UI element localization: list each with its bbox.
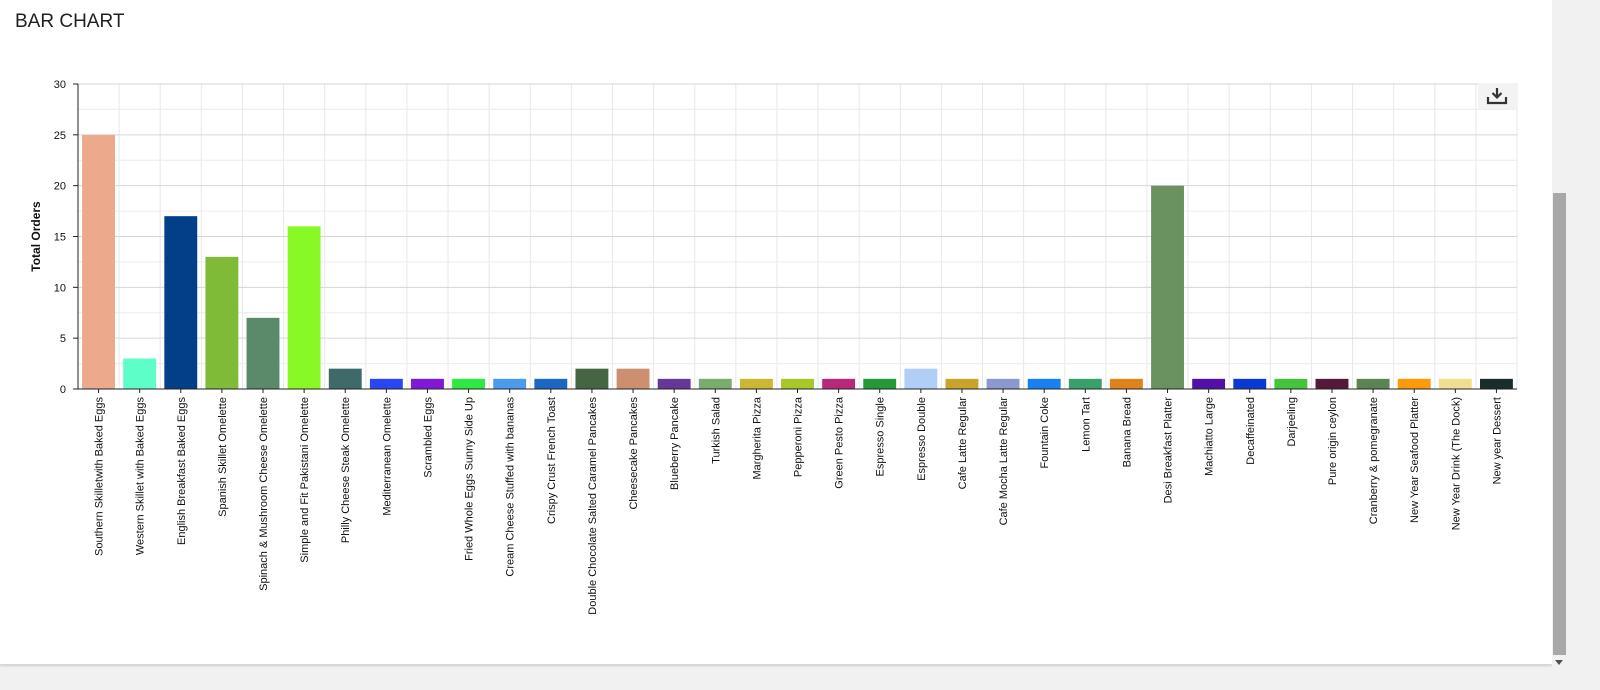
x-tick-label: Fried Whole Eggs Sunny Side Up (464, 397, 476, 561)
x-tick-label: Turkish Salad (710, 397, 722, 464)
bar (1151, 185, 1184, 389)
x-tick-label: Banana Bread (1121, 397, 1133, 467)
y-tick-label: 30 (54, 79, 66, 91)
y-tick-label: 5 (60, 333, 66, 345)
bar (246, 317, 280, 389)
bar (863, 378, 897, 389)
x-tick-label: Desi Breakfast Platter (1163, 397, 1175, 504)
x-tick-label: English Breakfast Baked Eggs (176, 397, 188, 545)
x-tick-label: Pure origin ceylon (1327, 397, 1339, 485)
x-tick-label: Decaffeinated (1245, 397, 1257, 465)
x-tick-label: Western Skillet with Baked Eggs (135, 397, 147, 556)
x-tick-label: Simple and Fit Pakistani Omelette (299, 397, 311, 563)
bar (369, 378, 403, 389)
bar (698, 378, 732, 389)
x-tick-label: Cheesecake Pancakes (628, 397, 640, 510)
x-tick-label: Cafe Mocha Latte Regular (998, 397, 1010, 526)
x-tick-label: Margherita Pizza (751, 396, 763, 479)
bar (287, 226, 321, 389)
y-tick-label: 15 (54, 232, 66, 244)
bar (616, 368, 650, 389)
y-axis-title: Total Orders (29, 201, 43, 272)
x-tick-label: Spanish Skillet Omelette (217, 397, 229, 517)
bar (328, 368, 362, 389)
bar-chart: 0 5 10 15 20 25 30 Southern Skilletwith Baked E… (29, 79, 1518, 615)
bar (1479, 378, 1513, 389)
x-tick-label: New year Dessert (1491, 397, 1503, 484)
x-tick-label: Machiatto Large (1204, 397, 1216, 476)
x-tick-label: Blueberry Pancake (669, 397, 681, 490)
bar (986, 378, 1020, 389)
x-tick-label: Espresso Single (875, 397, 887, 477)
bar (1109, 378, 1143, 389)
x-tick-label: Green Pesto Pizza (834, 396, 846, 489)
x-tick-label: Cranberry & pomegranate (1368, 397, 1380, 524)
x-tick-label: Pepperoni Pizza (793, 396, 805, 477)
bar (1068, 378, 1102, 389)
bar (493, 378, 527, 389)
y-tick-label: 0 (60, 384, 66, 396)
bar (1315, 378, 1349, 389)
bar (82, 134, 116, 389)
y-tick-label: 25 (54, 130, 66, 142)
bar (575, 368, 609, 389)
x-tick-label: Philly Cheese Steak Omelette (340, 397, 352, 543)
x-tick-label: Darjeeling (1286, 397, 1298, 447)
x-tick-label: Spinach & Mushroom Cheese Omelette (258, 397, 270, 591)
x-tick-label: Lemon Tart (1080, 397, 1092, 452)
x-tick-label: Southern Skilletwith Baked Eggs (94, 397, 106, 556)
bar (781, 378, 814, 389)
bar (1356, 378, 1390, 389)
bar (1274, 378, 1308, 389)
x-tick-label: Crispy Crust French Toast (546, 397, 558, 524)
x-tick-label: Cafe Latte Regular (957, 397, 969, 490)
bar (411, 378, 444, 389)
bar (739, 378, 773, 389)
bar (1397, 378, 1431, 389)
x-tick-label: New Year Drink (The Dock) (1450, 397, 1462, 530)
bar (657, 378, 691, 389)
card-title: BAR CHART (15, 11, 125, 32)
x-tick-label: Double Chocolate Salted Caramel Pancakes (587, 397, 599, 615)
bar (164, 216, 198, 389)
bar (534, 378, 568, 389)
y-tick-label: 20 (54, 181, 66, 193)
bar (1027, 378, 1061, 389)
bar (452, 378, 486, 389)
x-tick-label: Fountain Coke (1039, 397, 1051, 469)
bar (1192, 378, 1226, 389)
scrollbar-thumb[interactable] (1553, 193, 1566, 655)
bar (945, 378, 979, 389)
x-tick-label: New Year Seafood Platter (1409, 397, 1421, 523)
x-tick-label: Mediterranean Omelette (381, 397, 393, 516)
bar (904, 368, 938, 389)
bar (123, 358, 157, 389)
bar (1438, 378, 1472, 389)
download-icon (1486, 88, 1508, 105)
x-tick-label: Scrambled Eggs (422, 397, 434, 478)
scroll-down-arrow-icon[interactable] (1555, 660, 1563, 665)
x-tick-label: Espresso Double (916, 397, 928, 481)
bar (822, 378, 856, 389)
download-button[interactable] (1478, 83, 1516, 109)
y-tick-label: 10 (54, 282, 66, 294)
x-tick-label: Cream Cheese Stuffed with bananas (505, 397, 517, 577)
bar (1233, 378, 1267, 389)
bar (205, 256, 239, 389)
